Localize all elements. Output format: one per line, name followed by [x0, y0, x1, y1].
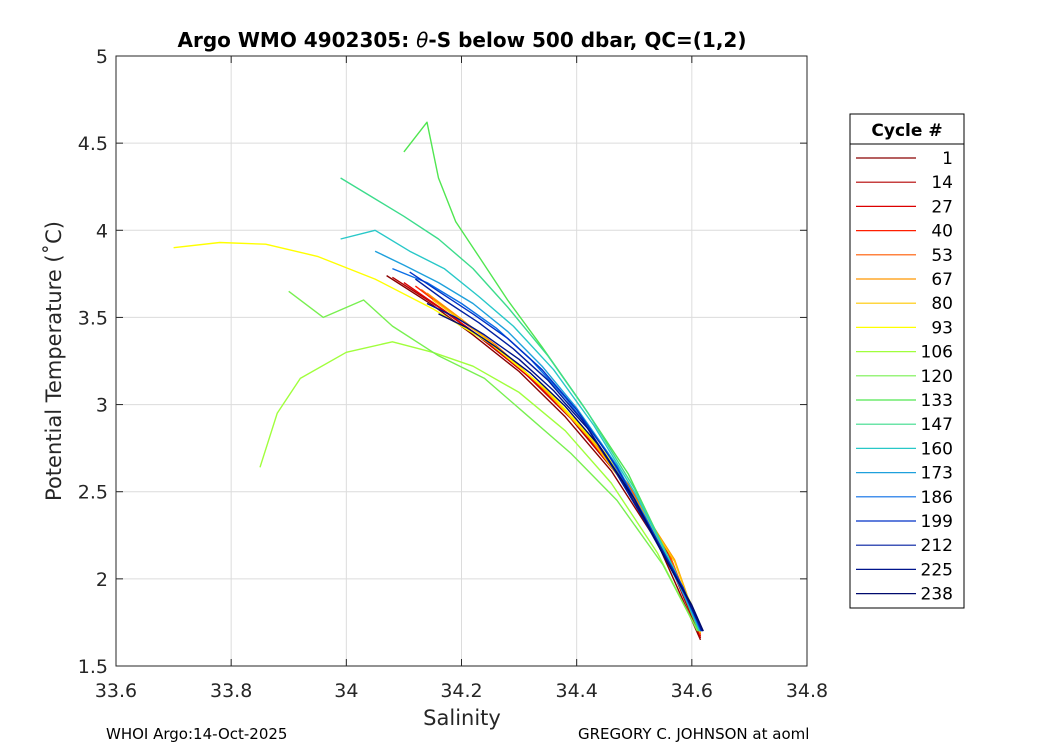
y-tick-label: 3: [96, 395, 108, 417]
legend-label-cycle-27: 27: [931, 197, 953, 217]
series-line-cycle-160: [340, 229, 701, 632]
series-line-cycle-238: [438, 313, 704, 632]
footer-source: WHOI Argo:14-Oct-2025: [106, 725, 288, 743]
series-line-cycle-106: [259, 341, 699, 632]
legend-label-cycle-147: 147: [921, 415, 953, 435]
x-axis-label: Salinity: [423, 706, 501, 730]
y-tick-label: 5: [96, 46, 108, 68]
series-line-cycle-199: [409, 271, 703, 632]
legend-label-cycle-133: 133: [921, 391, 953, 411]
legend-label-cycle-106: 106: [921, 343, 953, 363]
y-tick-labels: 1.5 2 2.5 3 3.5 4 4.5 5: [78, 46, 108, 678]
y-tick-label: 2.5: [78, 482, 108, 504]
x-tick-label: 34: [334, 680, 358, 702]
plot-frame: [115, 55, 808, 667]
series-line-cycle-120: [288, 290, 699, 632]
legend-label-cycle-67: 67: [931, 270, 953, 290]
legend-label-cycle-53: 53: [931, 246, 953, 266]
x-tick-label: 33.6: [95, 680, 137, 702]
legend-box: [849, 113, 965, 609]
legend-label-cycle-238: 238: [921, 585, 953, 605]
y-tick-label: 2: [96, 569, 108, 591]
legend-label-cycle-40: 40: [931, 222, 953, 242]
legend-label-cycle-120: 120: [921, 367, 953, 387]
legend-label-cycle-225: 225: [921, 560, 953, 580]
series-line-cycle-80: [432, 299, 702, 634]
legend-title: Cycle #: [871, 121, 942, 141]
legend-label-cycle-93: 93: [931, 318, 953, 338]
x-tick-labels: 33.6 33.8 34 34.2 34.4 34.6 34.8: [95, 680, 828, 702]
legend-label-cycle-199: 199: [921, 512, 953, 532]
legend-label-cycle-212: 212: [921, 536, 953, 556]
series-line-cycle-147: [340, 177, 700, 632]
legend-items: 1 14 27 40 53 67 80 93 106 120 133 147 160 173 186 199 2…: [856, 149, 953, 605]
x-tick-label: 34.4: [556, 680, 598, 702]
y-tick-label: 4.5: [78, 133, 108, 155]
y-axis-label: Potential Temperature (˚C): [42, 221, 66, 501]
y-tick-label: 3.5: [78, 307, 108, 329]
footer-author: GREGORY C. JOHNSON at aoml: [578, 725, 810, 743]
y-tick-label: 4: [96, 220, 108, 242]
legend-label-cycle-14: 14: [931, 173, 953, 193]
legend-label-cycle-1: 1: [942, 149, 953, 169]
legend-label-cycle-80: 80: [931, 294, 953, 314]
chart-title: Argo WMO 4902305: θ-S below 500 dbar, QC…: [178, 28, 747, 52]
x-tick-label: 34.6: [671, 680, 713, 702]
legend-label-cycle-160: 160: [921, 439, 953, 459]
x-tick-label: 34.2: [440, 680, 482, 702]
legend: Cycle # 1 14 27 40 53 67 80 93 106 120 133 147 160 17…: [849, 113, 965, 609]
y-tick-label: 1.5: [78, 656, 108, 678]
x-tick-label: 33.8: [210, 680, 252, 702]
legend-label-cycle-186: 186: [921, 488, 953, 508]
data-series: [173, 121, 704, 641]
legend-label-cycle-173: 173: [921, 464, 953, 484]
x-tick-label: 34.8: [786, 680, 828, 702]
